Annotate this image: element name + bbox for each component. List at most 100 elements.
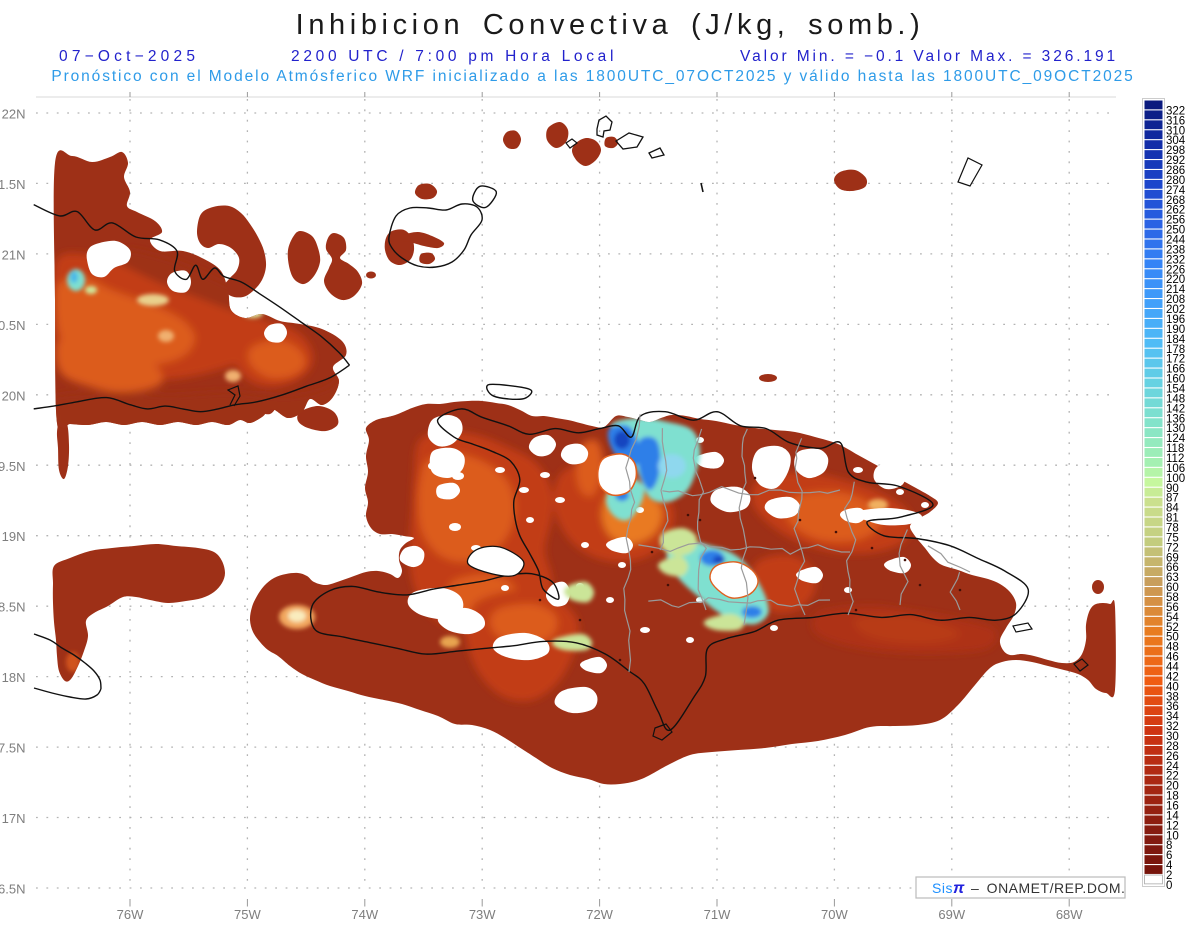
- svg-text:28: 28: [1166, 741, 1179, 753]
- svg-text:1.5N: 1.5N: [0, 177, 26, 192]
- svg-text:69W: 69W: [938, 907, 965, 922]
- svg-text:73W: 73W: [469, 907, 496, 922]
- svg-text:69: 69: [1166, 552, 1179, 564]
- svg-text:274: 274: [1166, 185, 1186, 197]
- svg-text:72W: 72W: [586, 907, 613, 922]
- svg-text:100: 100: [1166, 473, 1185, 485]
- svg-text:256: 256: [1166, 215, 1185, 227]
- svg-text:304: 304: [1166, 135, 1186, 147]
- svg-text:87: 87: [1166, 493, 1179, 505]
- svg-text:190: 190: [1166, 324, 1185, 336]
- svg-text:Pronóstico con el Modelo Atmós: Pronóstico con el Modelo Atmósferico WRF…: [51, 68, 1134, 85]
- svg-text:81: 81: [1166, 513, 1179, 525]
- svg-text:262: 262: [1166, 205, 1185, 217]
- svg-text:2200 UTC / 7:00 pm Hora Local: 2200 UTC / 7:00 pm Hora Local: [291, 48, 617, 65]
- svg-text:286: 286: [1166, 165, 1185, 177]
- svg-text:66: 66: [1166, 562, 1179, 574]
- svg-text:196: 196: [1166, 314, 1185, 326]
- svg-text:44: 44: [1166, 662, 1179, 674]
- svg-text:52: 52: [1166, 622, 1179, 634]
- svg-text:8.5N: 8.5N: [0, 600, 26, 615]
- svg-text:42: 42: [1166, 671, 1179, 683]
- svg-text:6: 6: [1166, 850, 1172, 862]
- svg-text:202: 202: [1166, 304, 1185, 316]
- svg-text:16: 16: [1166, 801, 1179, 813]
- svg-text:316: 316: [1166, 115, 1185, 127]
- svg-text:244: 244: [1166, 235, 1186, 247]
- svg-text:π: π: [953, 880, 965, 897]
- svg-text:58: 58: [1166, 592, 1179, 604]
- svg-text:124: 124: [1166, 433, 1186, 445]
- svg-text:18: 18: [1166, 791, 1179, 803]
- svg-text:18N: 18N: [2, 670, 26, 685]
- svg-text:72: 72: [1166, 542, 1179, 554]
- svg-text:172: 172: [1166, 354, 1185, 366]
- svg-text:40: 40: [1166, 681, 1179, 693]
- svg-text:78: 78: [1166, 523, 1179, 535]
- svg-text:Valor Min. = −0.1 Valor Max.: Valor Min. = −0.1 Valor Max. = 326.191: [740, 48, 1118, 65]
- svg-text:54: 54: [1166, 612, 1179, 624]
- svg-text:90: 90: [1166, 483, 1179, 495]
- svg-text:214: 214: [1166, 284, 1186, 296]
- svg-text:106: 106: [1166, 463, 1185, 475]
- svg-text:280: 280: [1166, 175, 1185, 187]
- svg-text:0: 0: [1166, 880, 1172, 892]
- svg-text:160: 160: [1166, 374, 1185, 386]
- svg-text:07−Oct−2025: 07−Oct−2025: [59, 48, 199, 65]
- svg-text:148: 148: [1166, 393, 1185, 405]
- svg-text:56: 56: [1166, 602, 1179, 614]
- svg-text:0.5N: 0.5N: [0, 318, 26, 333]
- svg-text:250: 250: [1166, 225, 1185, 237]
- svg-text:14: 14: [1166, 811, 1179, 823]
- svg-text:– ONAMET/REP.DOM.: – ONAMET/REP.DOM.: [971, 880, 1125, 896]
- svg-text:298: 298: [1166, 145, 1185, 157]
- svg-text:Inhibicion Convectiva (J/kg, s: Inhibicion Convectiva (J/kg, somb.): [296, 9, 925, 41]
- svg-text:70W: 70W: [821, 907, 848, 922]
- svg-text:32: 32: [1166, 721, 1179, 733]
- svg-text:60: 60: [1166, 582, 1179, 594]
- svg-text:76W: 76W: [117, 907, 144, 922]
- svg-text:10: 10: [1166, 830, 1179, 842]
- svg-text:154: 154: [1166, 384, 1186, 396]
- svg-text:130: 130: [1166, 423, 1185, 435]
- svg-text:75W: 75W: [234, 907, 261, 922]
- svg-text:220: 220: [1166, 274, 1185, 286]
- svg-text:232: 232: [1166, 254, 1185, 266]
- svg-text:7.5N: 7.5N: [0, 741, 26, 756]
- svg-text:36: 36: [1166, 701, 1179, 713]
- svg-text:208: 208: [1166, 294, 1185, 306]
- svg-text:310: 310: [1166, 125, 1185, 137]
- svg-text:6.5N: 6.5N: [0, 882, 26, 897]
- svg-text:84: 84: [1166, 503, 1179, 515]
- svg-text:292: 292: [1166, 155, 1185, 167]
- svg-text:20: 20: [1166, 781, 1179, 793]
- svg-text:71W: 71W: [704, 907, 731, 922]
- svg-text:268: 268: [1166, 195, 1185, 207]
- svg-text:74W: 74W: [351, 907, 378, 922]
- svg-text:34: 34: [1166, 711, 1179, 723]
- svg-text:112: 112: [1166, 453, 1184, 465]
- svg-text:12: 12: [1166, 820, 1179, 832]
- svg-text:184: 184: [1166, 334, 1186, 346]
- svg-text:22N: 22N: [2, 107, 26, 122]
- svg-text:136: 136: [1166, 413, 1185, 425]
- svg-text:20N: 20N: [2, 388, 26, 403]
- svg-text:322: 322: [1166, 105, 1185, 117]
- svg-text:238: 238: [1166, 244, 1185, 256]
- svg-text:46: 46: [1166, 652, 1179, 664]
- svg-text:63: 63: [1166, 572, 1179, 584]
- svg-text:226: 226: [1166, 264, 1185, 276]
- svg-text:68W: 68W: [1056, 907, 1083, 922]
- svg-text:Sis: Sis: [932, 880, 953, 896]
- svg-text:75: 75: [1166, 532, 1179, 544]
- svg-text:166: 166: [1166, 364, 1185, 376]
- svg-text:26: 26: [1166, 751, 1179, 763]
- svg-text:22: 22: [1166, 771, 1179, 783]
- svg-text:21N: 21N: [2, 247, 26, 262]
- svg-text:17N: 17N: [2, 811, 26, 826]
- svg-text:19N: 19N: [2, 529, 26, 544]
- svg-text:142: 142: [1166, 403, 1185, 415]
- svg-text:118: 118: [1166, 443, 1184, 455]
- svg-text:50: 50: [1166, 632, 1179, 644]
- svg-text:4: 4: [1166, 860, 1173, 872]
